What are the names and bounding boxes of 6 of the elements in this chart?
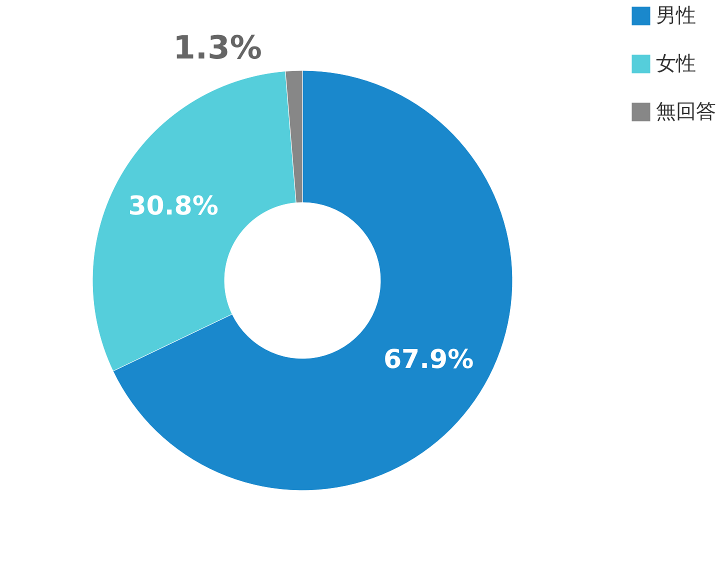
data-label: 1.3% bbox=[173, 28, 262, 67]
legend-label: 無回答 bbox=[656, 99, 716, 123]
legend-label: 女性 bbox=[656, 51, 696, 75]
data-label: 67.9% bbox=[383, 344, 474, 375]
legend-label: 男性 bbox=[656, 3, 696, 27]
data-label: 30.8% bbox=[128, 191, 218, 222]
